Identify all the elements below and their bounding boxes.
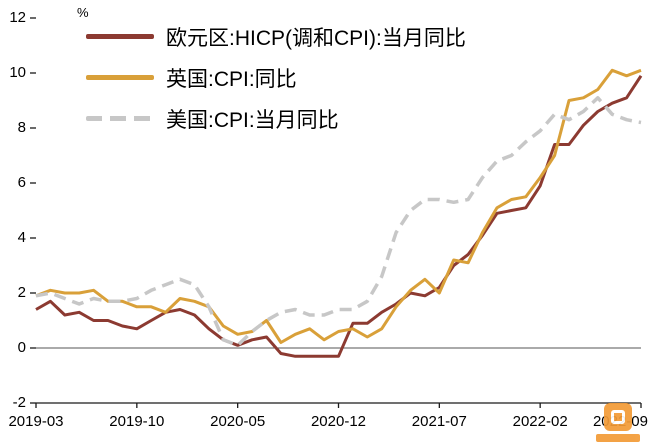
x-axis-labels: 2019-03 2019-10 2020-05 2020-12 2021-07 2022-… [0, 411, 649, 433]
legend-label: 英国:CPI:同比 [166, 67, 297, 91]
x-tick-label: 2021-07 [411, 413, 467, 430]
legend-item: 美国:CPI:当月同比 [86, 98, 466, 139]
x-tick-label: 2020-12 [310, 413, 367, 430]
legend-line-swatch [86, 34, 154, 39]
legend-item: 英国:CPI:同比 [86, 57, 466, 98]
y-tick-label: 10 [9, 64, 26, 81]
y-axis-unit-label: % [77, 5, 89, 20]
y-tick-label: 6 [17, 174, 26, 191]
x-tick-label: 2022-02 [512, 413, 568, 430]
legend-label: 欧元区:HICP(调和CPI):当月同比 [166, 26, 466, 50]
y-tick-label: 2 [17, 284, 26, 301]
watermark-logo [590, 403, 646, 442]
watermark-text-mark [596, 434, 640, 442]
y-axis-labels: 12 10 8 6 4 2 0 -2 [0, 0, 28, 446]
watermark-logo-glyph [611, 410, 625, 424]
x-tick-label: 2020-05 [210, 413, 266, 430]
y-tick-label: 0 [17, 339, 26, 356]
y-tick-label: 12 [9, 9, 26, 26]
legend: 欧元区:HICP(调和CPI):当月同比 英国:CPI:同比美国:CPI:当月同比 [86, 16, 466, 139]
x-tick-label: 2019-10 [109, 413, 165, 430]
legend-line-swatch [86, 116, 154, 121]
legend-label: 美国:CPI:当月同比 [166, 108, 339, 132]
watermark-logo-icon [604, 403, 632, 431]
legend-item: 欧元区:HICP(调和CPI):当月同比 [86, 16, 466, 57]
legend-line-swatch [86, 75, 154, 80]
y-tick-label: 8 [17, 119, 26, 136]
x-tick-label: 2019-03 [8, 413, 64, 430]
y-tick-label: 4 [17, 229, 26, 246]
y-tick-label: -2 [12, 394, 26, 411]
